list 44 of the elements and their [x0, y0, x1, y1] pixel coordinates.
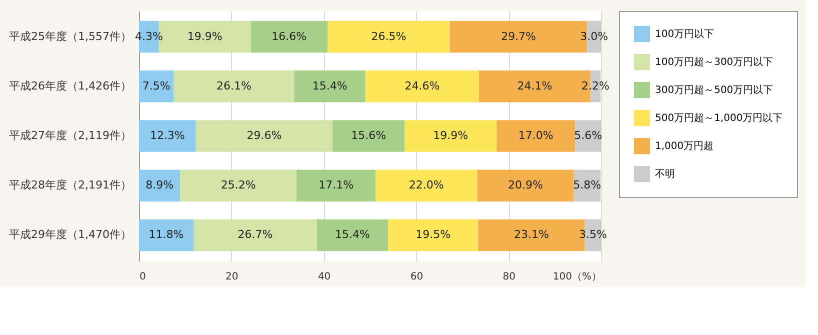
data-label: 19.9%	[187, 30, 222, 43]
data-label: 7.5%	[142, 79, 170, 92]
data-label: 22.0%	[408, 178, 444, 192]
data-label: 4.3%	[134, 30, 163, 43]
x-tick-label: 80	[502, 272, 516, 282]
data-label: 16.6%	[272, 30, 307, 43]
legend-label: 100万円以下	[655, 28, 714, 40]
data-label: 15.4%	[312, 79, 348, 92]
legend-label: 不明	[655, 169, 675, 180]
data-label: 5.6%	[574, 129, 602, 142]
data-label: 19.9%	[433, 129, 468, 142]
x-tick-label: 0	[140, 272, 146, 282]
legend-label: 100万円超～300万円以下	[655, 56, 774, 68]
data-label: 20.9%	[508, 178, 543, 192]
y-tick-label: 平成27年度（2,119件）	[9, 129, 132, 142]
data-label: 15.6%	[351, 129, 386, 142]
data-label: 8.9%	[146, 178, 174, 192]
data-label: 12.3%	[150, 129, 185, 142]
data-label: 11.8%	[148, 228, 184, 242]
x-tick-label: 100（%）	[552, 272, 602, 282]
y-tick-label: 平成25年度（1,557件）	[9, 30, 132, 43]
data-label: 15.4%	[334, 228, 370, 242]
data-label: 29.6%	[246, 129, 282, 142]
y-tick-label: 平成28年度（2,191件）	[9, 178, 132, 192]
data-label: 24.6%	[404, 79, 440, 92]
x-tick-label: 20	[226, 272, 238, 282]
data-label: 26.5%	[371, 30, 406, 43]
data-label: 17.1%	[318, 178, 354, 192]
data-label: 26.7%	[238, 228, 273, 242]
x-tick-label: 60	[410, 272, 424, 282]
data-label: 25.2%	[220, 178, 256, 192]
data-label: 23.1%	[514, 228, 549, 242]
data-label: 29.7%	[501, 30, 536, 43]
y-tick-label: 平成29年度（1,470件）	[9, 228, 132, 242]
data-label: 26.1%	[216, 79, 252, 92]
legend-label: 500万円超～1,000万円以下	[655, 112, 783, 124]
data-label: 17.0%	[518, 129, 554, 142]
legend-label: 300万円超～500万円以下	[655, 84, 774, 96]
data-label: 24.1%	[517, 79, 552, 92]
data-label: 5.8%	[573, 178, 602, 192]
x-tick-label: 40	[318, 272, 331, 282]
data-label: 19.5%	[416, 228, 451, 242]
legend-label: 1,000万円超	[655, 140, 714, 152]
y-tick-label: 平成26年度（1,426件）	[9, 79, 132, 92]
